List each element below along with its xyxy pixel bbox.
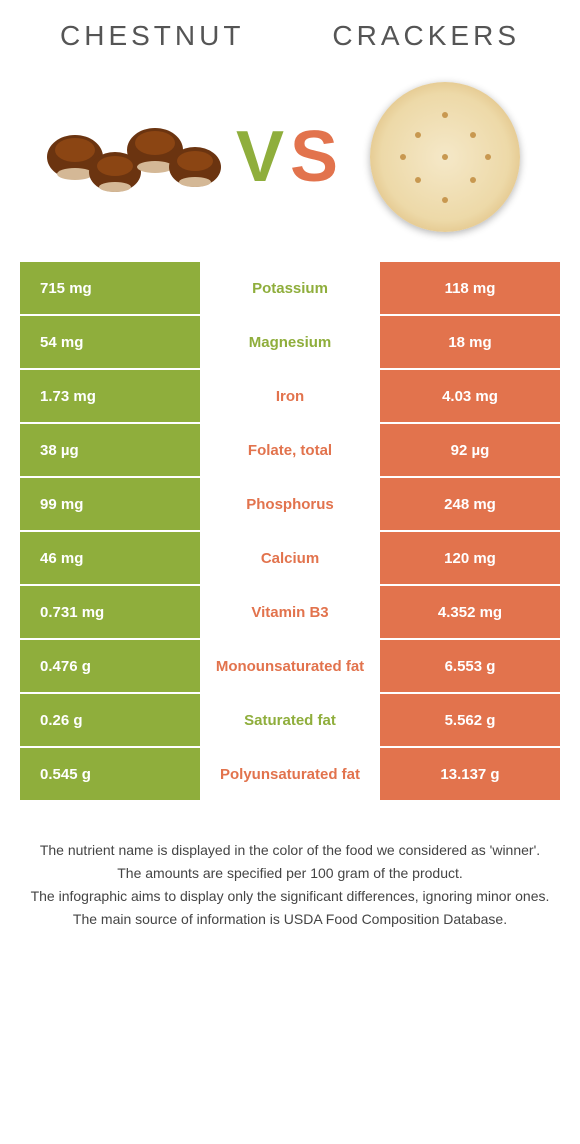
food1-title: CHESTNUT bbox=[60, 20, 244, 52]
nutrient-value-left: 0.545 g bbox=[20, 748, 200, 800]
nutrient-name: Magnesium bbox=[200, 316, 380, 368]
nutrient-name: Potassium bbox=[200, 262, 380, 314]
nutrient-value-left: 715 mg bbox=[20, 262, 200, 314]
nutrient-value-left: 54 mg bbox=[20, 316, 200, 368]
nutrient-value-right: 248 mg bbox=[380, 478, 560, 530]
nutrient-name: Iron bbox=[200, 370, 380, 422]
nutrient-name: Vitamin B3 bbox=[200, 586, 380, 638]
cracker-image bbox=[350, 82, 540, 232]
table-row: 99 mgPhosphorus248 mg bbox=[20, 478, 560, 530]
food2-title: CRACKERS bbox=[332, 20, 520, 52]
footer-line-1: The nutrient name is displayed in the co… bbox=[30, 840, 550, 861]
nutrient-value-right: 6.553 g bbox=[380, 640, 560, 692]
table-row: 0.545 gPolyunsaturated fat13.137 g bbox=[20, 748, 560, 800]
table-row: 38 µgFolate, total92 µg bbox=[20, 424, 560, 476]
footer-line-3: The infographic aims to display only the… bbox=[30, 886, 550, 907]
nutrient-value-left: 38 µg bbox=[20, 424, 200, 476]
table-row: 715 mgPotassium118 mg bbox=[20, 262, 560, 314]
nutrient-value-right: 5.562 g bbox=[380, 694, 560, 746]
nutrient-value-right: 92 µg bbox=[380, 424, 560, 476]
footer-line-2: The amounts are specified per 100 gram o… bbox=[30, 863, 550, 884]
nutrient-value-left: 0.731 mg bbox=[20, 586, 200, 638]
nutrient-name: Phosphorus bbox=[200, 478, 380, 530]
nutrient-name: Folate, total bbox=[200, 424, 380, 476]
nutrient-value-left: 1.73 mg bbox=[20, 370, 200, 422]
nutrient-value-left: 46 mg bbox=[20, 532, 200, 584]
nutrient-name: Polyunsaturated fat bbox=[200, 748, 380, 800]
nutrient-value-left: 0.476 g bbox=[20, 640, 200, 692]
nutrient-value-right: 118 mg bbox=[380, 262, 560, 314]
chestnut-image bbox=[40, 82, 230, 232]
nutrient-name: Saturated fat bbox=[200, 694, 380, 746]
comparison-table: 715 mgPotassium118 mg54 mgMagnesium18 mg… bbox=[20, 262, 560, 800]
nutrient-value-right: 4.352 mg bbox=[380, 586, 560, 638]
table-row: 0.476 gMonounsaturated fat6.553 g bbox=[20, 640, 560, 692]
vs-s-letter: S bbox=[290, 117, 344, 197]
nutrient-value-right: 18 mg bbox=[380, 316, 560, 368]
nutrient-value-right: 120 mg bbox=[380, 532, 560, 584]
nutrient-value-left: 0.26 g bbox=[20, 694, 200, 746]
nutrient-name: Monounsaturated fat bbox=[200, 640, 380, 692]
nutrient-value-right: 4.03 mg bbox=[380, 370, 560, 422]
vs-v-letter: V bbox=[236, 117, 290, 197]
nutrient-name: Calcium bbox=[200, 532, 380, 584]
nutrient-value-left: 99 mg bbox=[20, 478, 200, 530]
footer-line-4: The main source of information is USDA F… bbox=[30, 909, 550, 930]
table-row: 1.73 mgIron4.03 mg bbox=[20, 370, 560, 422]
nutrient-value-right: 13.137 g bbox=[380, 748, 560, 800]
table-row: 54 mgMagnesium18 mg bbox=[20, 316, 560, 368]
footer-text: The nutrient name is displayed in the co… bbox=[20, 840, 560, 930]
images-row: VS bbox=[20, 82, 560, 232]
table-row: 46 mgCalcium120 mg bbox=[20, 532, 560, 584]
vs-text: VS bbox=[236, 116, 344, 198]
table-row: 0.26 gSaturated fat5.562 g bbox=[20, 694, 560, 746]
header: CHESTNUT CRACKERS bbox=[20, 20, 560, 52]
table-row: 0.731 mgVitamin B34.352 mg bbox=[20, 586, 560, 638]
